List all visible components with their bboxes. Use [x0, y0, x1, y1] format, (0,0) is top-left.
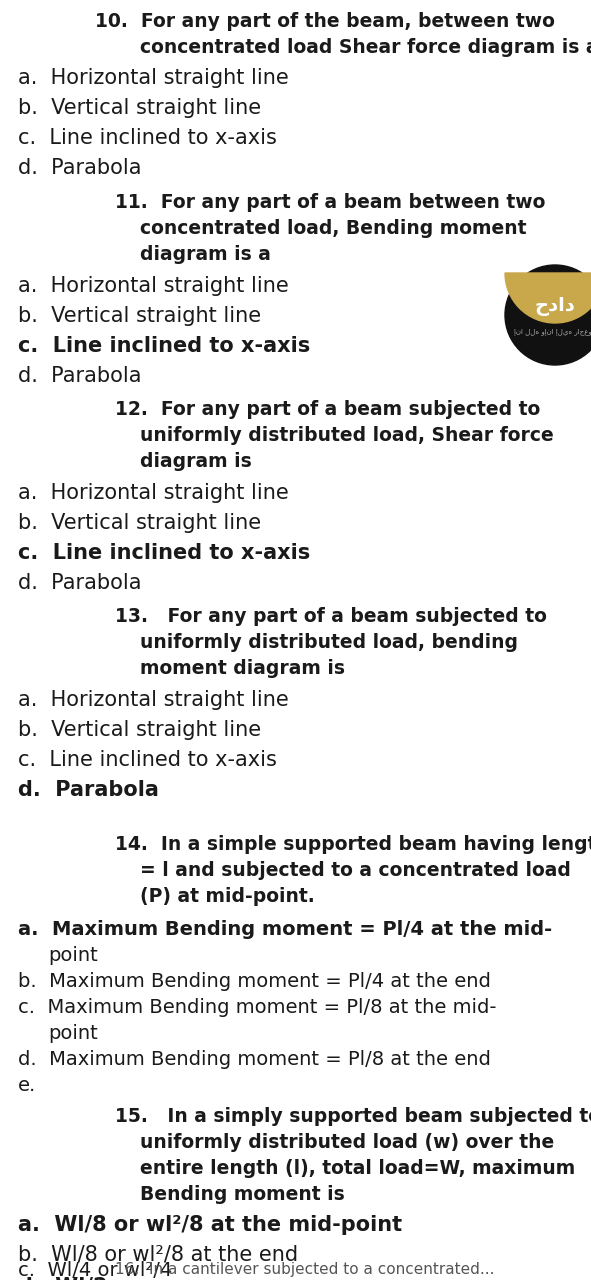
Text: c.  Line inclined to x-axis: c. Line inclined to x-axis [18, 750, 277, 771]
Text: b.  Vertical straight line: b. Vertical straight line [18, 306, 261, 326]
Text: 16.  In a cantilever subjected to a concentrated...: 16. In a cantilever subjected to a conce… [115, 1262, 495, 1277]
Text: e.: e. [18, 1076, 36, 1094]
Text: diagram is a: diagram is a [140, 244, 271, 264]
Text: b.  Vertical straight line: b. Vertical straight line [18, 719, 261, 740]
Text: moment diagram is: moment diagram is [140, 659, 345, 678]
Wedge shape [505, 273, 591, 323]
Text: d.  Parabola: d. Parabola [18, 573, 141, 593]
Text: a.  Horizontal straight line: a. Horizontal straight line [18, 483, 289, 503]
Text: uniformly distributed load (w) over the: uniformly distributed load (w) over the [140, 1133, 554, 1152]
Text: entire length (l), total load=W, maximum: entire length (l), total load=W, maximum [140, 1158, 575, 1178]
Text: إنا لله وإنا إليه راجعون: إنا لله وإنا إليه راجعون [514, 329, 591, 335]
Text: d.  Parabola: d. Parabola [18, 366, 141, 387]
Text: b.  Maximum Bending moment = Pl/4 at the end: b. Maximum Bending moment = Pl/4 at the … [18, 972, 491, 991]
Text: c.  Line inclined to x-axis: c. Line inclined to x-axis [18, 335, 310, 356]
Text: point: point [48, 946, 98, 965]
Text: b.  Wl/8 or wl²/8 at the end: b. Wl/8 or wl²/8 at the end [18, 1245, 298, 1265]
Text: 13.   For any part of a beam subjected to: 13. For any part of a beam subjected to [115, 607, 547, 626]
Text: point: point [48, 1024, 98, 1043]
Text: حداد: حداد [535, 297, 576, 316]
Text: c.  Line inclined to x-axis: c. Line inclined to x-axis [18, 128, 277, 148]
Text: a.  Horizontal straight line: a. Horizontal straight line [18, 690, 289, 710]
Text: b.  Vertical straight line: b. Vertical straight line [18, 99, 261, 118]
Text: uniformly distributed load, bending: uniformly distributed load, bending [140, 634, 518, 652]
Text: c.  Maximum Bending moment = Pl/8 at the mid-: c. Maximum Bending moment = Pl/8 at the … [18, 998, 496, 1018]
Text: = l and subjected to a concentrated load: = l and subjected to a concentrated load [140, 861, 571, 881]
Text: a.  Horizontal straight line: a. Horizontal straight line [18, 68, 289, 88]
Text: (P) at mid-point.: (P) at mid-point. [140, 887, 315, 906]
Text: 15.   In a simply supported beam subjected to: 15. In a simply supported beam subjected… [115, 1107, 591, 1126]
Text: a.  Wl/8 or wl²/8 at the mid-point: a. Wl/8 or wl²/8 at the mid-point [18, 1215, 402, 1235]
Text: concentrated load Shear force diagram is a: concentrated load Shear force diagram is… [140, 38, 591, 58]
Text: 12.  For any part of a beam subjected to: 12. For any part of a beam subjected to [115, 399, 540, 419]
Circle shape [505, 265, 591, 365]
Text: b.  Vertical straight line: b. Vertical straight line [18, 513, 261, 532]
Text: d.  Parabola: d. Parabola [18, 157, 141, 178]
Text: 14.  In a simple supported beam having length: 14. In a simple supported beam having le… [115, 835, 591, 854]
Text: uniformly distributed load, Shear force: uniformly distributed load, Shear force [140, 426, 554, 445]
Text: concentrated load, Bending moment: concentrated load, Bending moment [140, 219, 527, 238]
Text: a.  Horizontal straight line: a. Horizontal straight line [18, 276, 289, 296]
Text: diagram is: diagram is [140, 452, 252, 471]
Text: d.  Wl/2: d. Wl/2 [18, 1277, 108, 1280]
Text: Bending moment is: Bending moment is [140, 1185, 345, 1204]
Text: d.  Parabola: d. Parabola [18, 780, 159, 800]
Text: 11.  For any part of a beam between two: 11. For any part of a beam between two [115, 193, 545, 212]
Text: a.  Maximum Bending moment = Pl/4 at the mid-: a. Maximum Bending moment = Pl/4 at the … [18, 920, 552, 940]
Text: 10.  For any part of the beam, between two: 10. For any part of the beam, between tw… [95, 12, 555, 31]
Text: d.  Maximum Bending moment = Pl/8 at the end: d. Maximum Bending moment = Pl/8 at the … [18, 1050, 491, 1069]
Text: c.  Line inclined to x-axis: c. Line inclined to x-axis [18, 543, 310, 563]
Text: c.  Wl/4 or wl²/4: c. Wl/4 or wl²/4 [18, 1261, 172, 1280]
